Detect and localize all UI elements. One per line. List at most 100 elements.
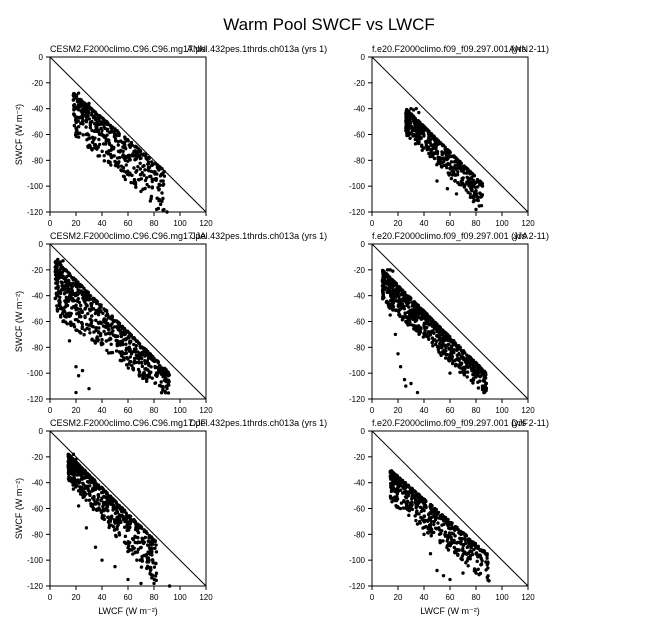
- data-point: [143, 354, 147, 358]
- data-point: [405, 303, 409, 308]
- data-point: [459, 542, 463, 546]
- data-point: [95, 335, 99, 339]
- y-tick-label: -20: [31, 79, 43, 88]
- data-point: [143, 361, 148, 366]
- data-point: [136, 177, 141, 182]
- data-point: [397, 285, 401, 289]
- data-point: [128, 332, 133, 337]
- data-point: [60, 281, 64, 285]
- data-point: [159, 380, 163, 384]
- x-tick-label: 0: [48, 219, 53, 228]
- data-point: [158, 174, 163, 178]
- data-point: [430, 329, 434, 333]
- data-point: [403, 485, 407, 489]
- data-point: [405, 131, 409, 135]
- data-point: [68, 296, 73, 301]
- data-point: [126, 577, 130, 582]
- data-point: [428, 552, 433, 556]
- x-tick-label: 100: [495, 219, 509, 228]
- data-point: [399, 488, 403, 492]
- scatter-panel-2: f.e20.F2000climo.f09_f09.297.001 (yrs 2-…: [349, 44, 549, 228]
- data-point: [96, 122, 101, 127]
- data-point: [81, 133, 85, 137]
- data-point: [56, 293, 60, 298]
- scatter-panel-5: CESM2.F2000climo.C96.C96.mg17.pel.432pes…: [14, 418, 327, 616]
- data-point: [400, 315, 405, 319]
- data-point: [88, 493, 92, 498]
- data-point: [157, 164, 162, 169]
- data-point: [449, 154, 454, 159]
- data-point: [89, 321, 93, 325]
- x-tick-label: 120: [521, 593, 535, 602]
- data-point: [427, 516, 432, 520]
- data-point: [447, 543, 451, 547]
- data-point: [66, 459, 70, 464]
- data-point: [420, 507, 425, 511]
- y-tick-label: -40: [31, 479, 43, 488]
- data-point: [106, 122, 110, 127]
- data-point: [92, 498, 96, 502]
- data-point: [415, 390, 420, 395]
- data-point: [141, 153, 145, 157]
- data-point: [442, 522, 446, 526]
- panel-season-label: ANN: [187, 44, 206, 54]
- data-point: [138, 149, 142, 154]
- data-point: [136, 540, 140, 544]
- data-point: [102, 135, 106, 139]
- data-point: [145, 157, 150, 161]
- data-point: [424, 311, 428, 315]
- panel-season-label: ANN: [509, 44, 528, 54]
- data-point: [456, 528, 461, 532]
- data-point: [63, 314, 68, 319]
- data-point: [106, 501, 110, 505]
- data-point: [154, 178, 158, 182]
- data-point: [150, 163, 154, 167]
- data-point: [397, 476, 402, 480]
- data-point: [413, 142, 418, 146]
- data-point: [463, 541, 468, 546]
- data-point: [127, 362, 131, 366]
- data-point: [124, 342, 128, 346]
- data-point: [381, 297, 385, 301]
- data-point: [409, 126, 413, 130]
- data-point: [92, 330, 96, 334]
- y-tick-label: -120: [349, 395, 366, 404]
- data-point: [440, 513, 444, 517]
- data-point: [139, 545, 143, 550]
- data-point: [155, 373, 159, 377]
- y-tick-label: -100: [349, 182, 366, 191]
- data-point: [78, 97, 82, 102]
- data-point: [117, 342, 121, 346]
- data-point: [478, 553, 482, 558]
- data-point: [479, 556, 483, 561]
- data-point: [434, 517, 438, 522]
- data-point: [432, 323, 436, 328]
- x-axis-label: LWCF (W m⁻²): [98, 606, 158, 616]
- data-point: [102, 494, 106, 499]
- data-point: [131, 367, 135, 371]
- data-point: [389, 298, 393, 303]
- data-point: [464, 363, 469, 368]
- data-point: [123, 351, 127, 356]
- data-point: [446, 536, 450, 541]
- data-point: [133, 540, 137, 545]
- data-point: [414, 498, 418, 502]
- data-point: [145, 352, 150, 356]
- data-point: [447, 347, 451, 351]
- data-point: [106, 326, 110, 331]
- data-point: [474, 207, 478, 212]
- scatter-panel-3: CESM2.F2000climo.C96.C96.mg17.pel.432pes…: [14, 231, 327, 415]
- data-point: [411, 132, 416, 137]
- data-point: [463, 358, 467, 362]
- data-point: [97, 142, 102, 147]
- data-point: [100, 337, 104, 342]
- data-point: [148, 546, 152, 551]
- panel-season-label: JJA: [513, 231, 528, 241]
- data-point: [442, 350, 447, 355]
- data-point: [429, 316, 433, 321]
- data-point: [416, 133, 421, 138]
- data-point: [141, 187, 145, 191]
- data-point: [474, 571, 478, 575]
- data-point: [120, 324, 125, 329]
- data-point: [109, 126, 113, 130]
